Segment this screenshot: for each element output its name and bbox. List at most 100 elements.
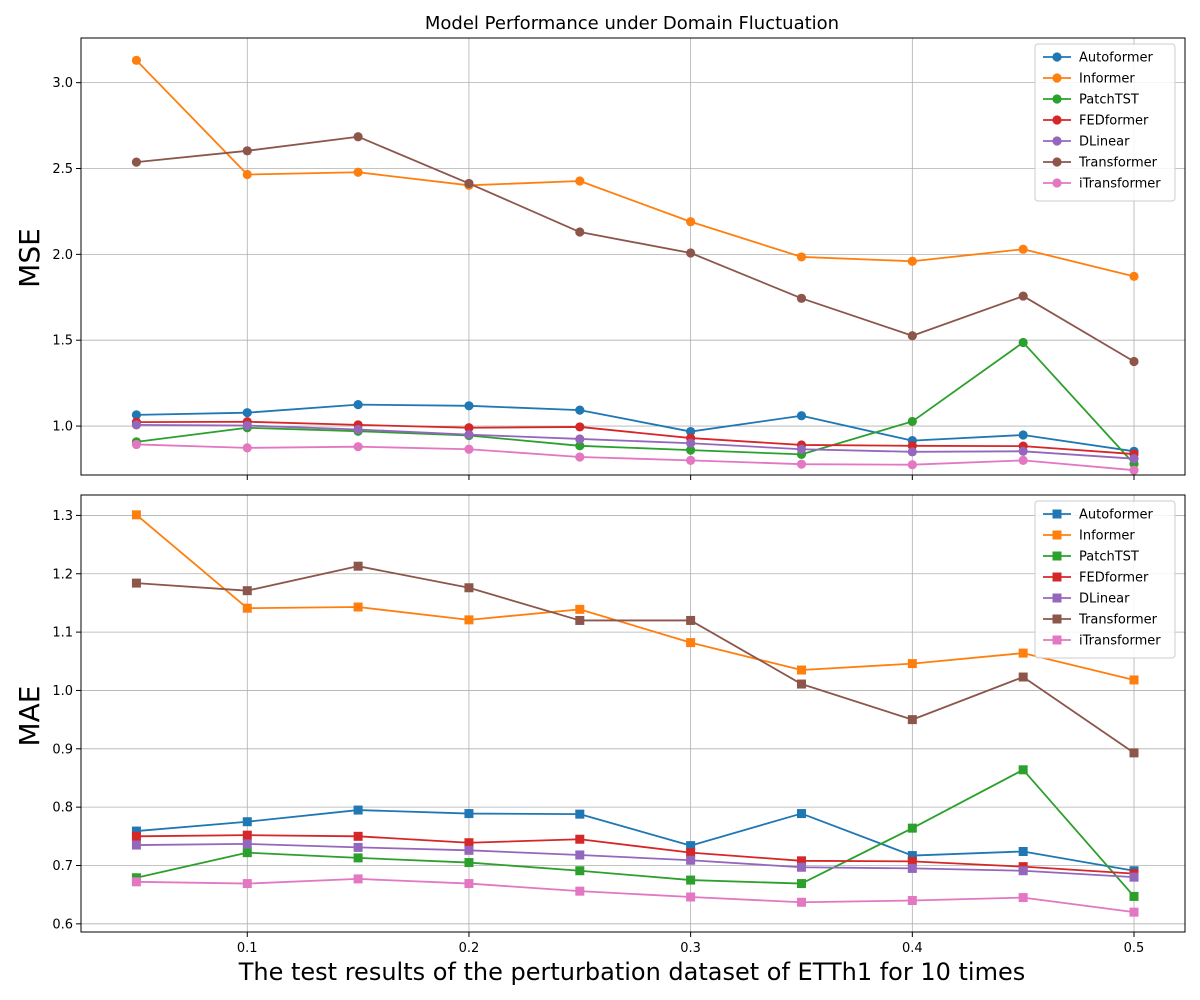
data-point <box>796 252 807 262</box>
data-point <box>1018 446 1028 456</box>
legend-entry-label: FEDformer <box>1079 114 1149 129</box>
legend-swatch-marker <box>1052 157 1062 167</box>
data-point <box>464 401 474 411</box>
axes-frame <box>80 494 1186 933</box>
data-point <box>575 850 585 860</box>
data-point <box>242 146 252 156</box>
data-point <box>242 879 252 889</box>
series-line <box>136 843 1135 879</box>
data-point <box>353 132 363 142</box>
legend-swatch-marker <box>1052 136 1062 146</box>
data-point <box>131 826 141 836</box>
legend-swatch-marker <box>1052 551 1062 561</box>
data-point <box>242 817 252 827</box>
data-point <box>686 841 696 851</box>
legend-swatch-marker <box>1052 94 1062 104</box>
legend-entry-label: Autoformer <box>1079 51 1153 66</box>
data-point <box>353 831 363 841</box>
legend-swatch-marker <box>1052 178 1062 188</box>
y-tick-label: 1.3 <box>52 509 73 524</box>
data-point <box>796 862 806 872</box>
y-tick-label: 0.6 <box>52 917 73 932</box>
series-line <box>136 443 1135 472</box>
data-point <box>796 665 806 675</box>
data-point <box>796 897 806 907</box>
data-point <box>464 809 474 819</box>
data-point <box>796 809 806 819</box>
data-point <box>131 420 142 430</box>
data-point <box>686 217 696 227</box>
data-point <box>575 405 585 415</box>
data-point <box>1018 430 1028 440</box>
data-point <box>907 460 917 470</box>
data-point <box>353 167 363 177</box>
y-tick-label: 0.7 <box>52 859 73 874</box>
y-tick-label: 1.2 <box>52 567 73 582</box>
data-point <box>464 178 474 189</box>
y-tick-label: 2.5 <box>52 162 73 177</box>
series-line <box>136 834 1135 875</box>
chart-title: Model Performance under Domain Fluctuati… <box>425 13 839 34</box>
y-tick-label: 2.0 <box>52 248 73 263</box>
data-point <box>907 256 917 266</box>
data-point <box>464 583 474 593</box>
x-tick-label: 0.4 <box>902 941 923 956</box>
data-point <box>575 834 585 844</box>
data-point <box>686 848 696 858</box>
data-point <box>907 416 917 427</box>
data-point <box>242 603 252 613</box>
data-point <box>353 805 363 815</box>
data-point <box>1018 866 1028 876</box>
data-point <box>575 176 585 186</box>
legend-swatch-marker <box>1052 115 1062 125</box>
data-point <box>907 447 917 457</box>
data-point <box>353 853 363 863</box>
data-point <box>464 838 474 848</box>
y-tick-label: 1.1 <box>52 626 73 641</box>
data-point <box>1018 455 1028 466</box>
data-point <box>575 452 585 462</box>
mae-axis-label: MAE <box>13 685 46 746</box>
data-point <box>1018 648 1028 658</box>
y-tick-label: 3.0 <box>52 76 73 91</box>
data-point <box>907 851 917 861</box>
data-point <box>131 55 142 65</box>
data-point <box>575 434 585 444</box>
series-line <box>135 514 1135 681</box>
data-point <box>796 444 807 454</box>
data-point <box>686 426 696 437</box>
data-point <box>131 840 141 850</box>
data-point <box>131 578 141 588</box>
data-point <box>796 411 807 421</box>
x-tick-label: 0.5 <box>1124 941 1145 956</box>
data-point <box>1129 891 1139 901</box>
series-line <box>136 768 1135 898</box>
data-point <box>686 875 696 885</box>
legend-swatch-marker <box>1052 614 1062 624</box>
data-point <box>464 444 474 454</box>
data-point <box>1018 244 1028 254</box>
data-point <box>796 879 806 889</box>
data-point <box>1018 672 1028 682</box>
data-point <box>686 445 696 455</box>
data-point <box>686 638 696 648</box>
data-point <box>575 866 585 876</box>
series-line <box>136 403 1135 453</box>
data-point <box>686 455 696 466</box>
x-tick-label: 0.1 <box>237 941 258 956</box>
data-point <box>464 858 474 868</box>
data-point <box>796 679 806 689</box>
mse-axis-label: MSE <box>13 228 46 288</box>
x-tick-label: 0.3 <box>680 941 701 956</box>
data-point <box>131 877 141 887</box>
legend-entry-label: Informer <box>1079 529 1135 544</box>
data-point <box>464 845 474 855</box>
legend-entry-label: iTransformer <box>1079 634 1161 649</box>
legend-entry-label: iTransformer <box>1079 177 1161 192</box>
legend-entry-label: DLinear <box>1079 592 1130 607</box>
data-point <box>1129 748 1139 758</box>
data-point <box>1129 465 1139 475</box>
data-point <box>907 715 917 725</box>
y-tick-label: 1.0 <box>52 420 73 435</box>
series-line <box>136 135 1135 363</box>
